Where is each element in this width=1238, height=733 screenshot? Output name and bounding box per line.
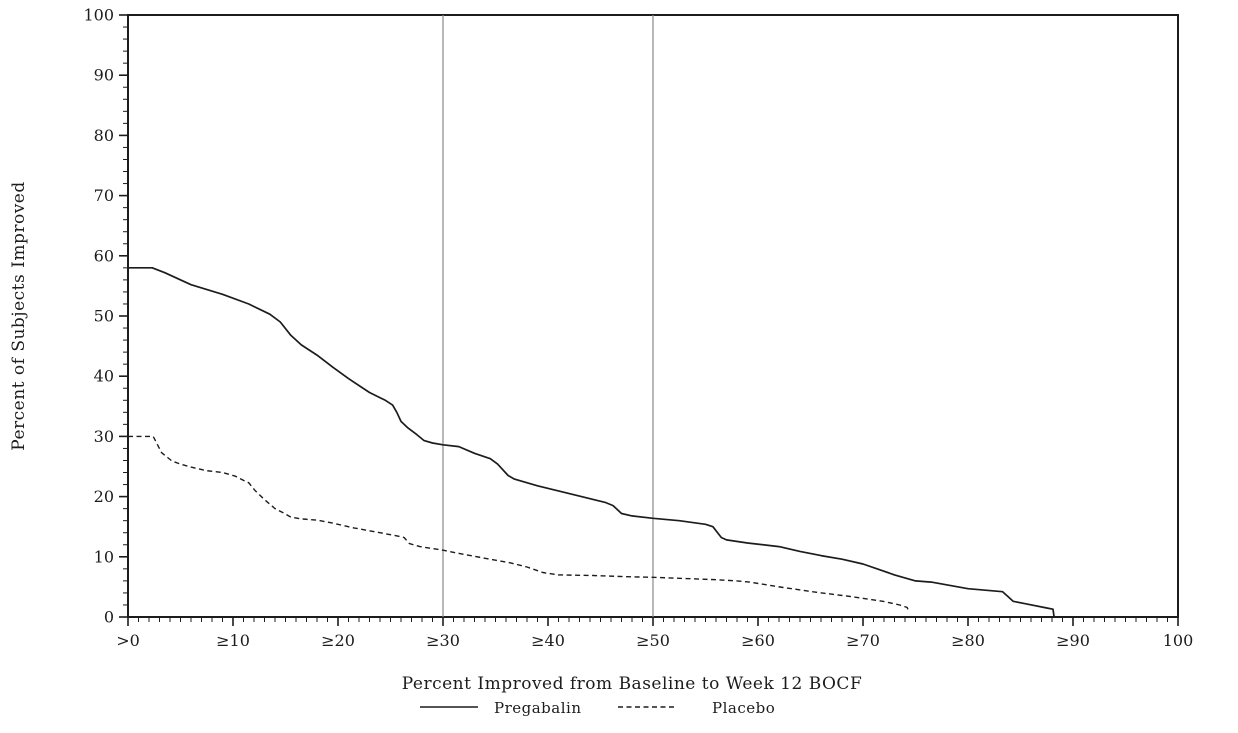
x-tick-label: ≥70 <box>846 631 880 650</box>
reference-lines-group <box>442 15 654 617</box>
y-tick-label: 10 <box>94 547 114 566</box>
x-tick-label: ≥30 <box>426 631 460 650</box>
y-tick-label: 40 <box>94 367 114 386</box>
x-tick-label: ≥10 <box>216 631 250 650</box>
legend: Pregabalin Placebo <box>420 699 775 717</box>
x-tick-label: ≥90 <box>1056 631 1090 650</box>
y-axis-ticks: 0 10 20 30 40 50 60 70 80 90 100 <box>83 6 128 627</box>
x-tick-label: ≥60 <box>741 631 775 650</box>
series-curves-group <box>128 266 1055 618</box>
y-tick-label: 90 <box>94 66 114 85</box>
y-tick-label: 20 <box>94 487 114 506</box>
y-tick-label: 0 <box>104 608 114 627</box>
x-axis-ticks: >0 ≥10 ≥20 ≥30 ≥40 ≥50 ≥60 ≥70 ≥80 ≥90 100 <box>116 617 1193 650</box>
y-tick-label: 80 <box>94 126 114 145</box>
y-axis-title: Percent of Subjects Improved <box>9 181 29 450</box>
legend-label-pregabalin: Pregabalin <box>494 699 582 717</box>
y-tick-label: 50 <box>94 307 114 326</box>
series-line-placebo <box>128 435 910 613</box>
x-tick-label: >0 <box>116 631 140 650</box>
x-tick-label: ≥20 <box>321 631 355 650</box>
y-tick-label: 100 <box>83 6 114 25</box>
y-tick-label: 70 <box>94 186 114 205</box>
y-tick-label: 30 <box>94 427 114 446</box>
x-tick-label: ≥40 <box>531 631 565 650</box>
x-tick-label: 100 <box>1163 631 1194 650</box>
legend-label-placebo: Placebo <box>712 699 775 717</box>
series-line-pregabalin <box>128 266 1055 618</box>
x-tick-label: ≥50 <box>636 631 670 650</box>
x-tick-label: ≥80 <box>951 631 985 650</box>
y-tick-label: 60 <box>94 246 114 265</box>
x-axis-title: Percent Improved from Baseline to Week 1… <box>402 674 863 694</box>
